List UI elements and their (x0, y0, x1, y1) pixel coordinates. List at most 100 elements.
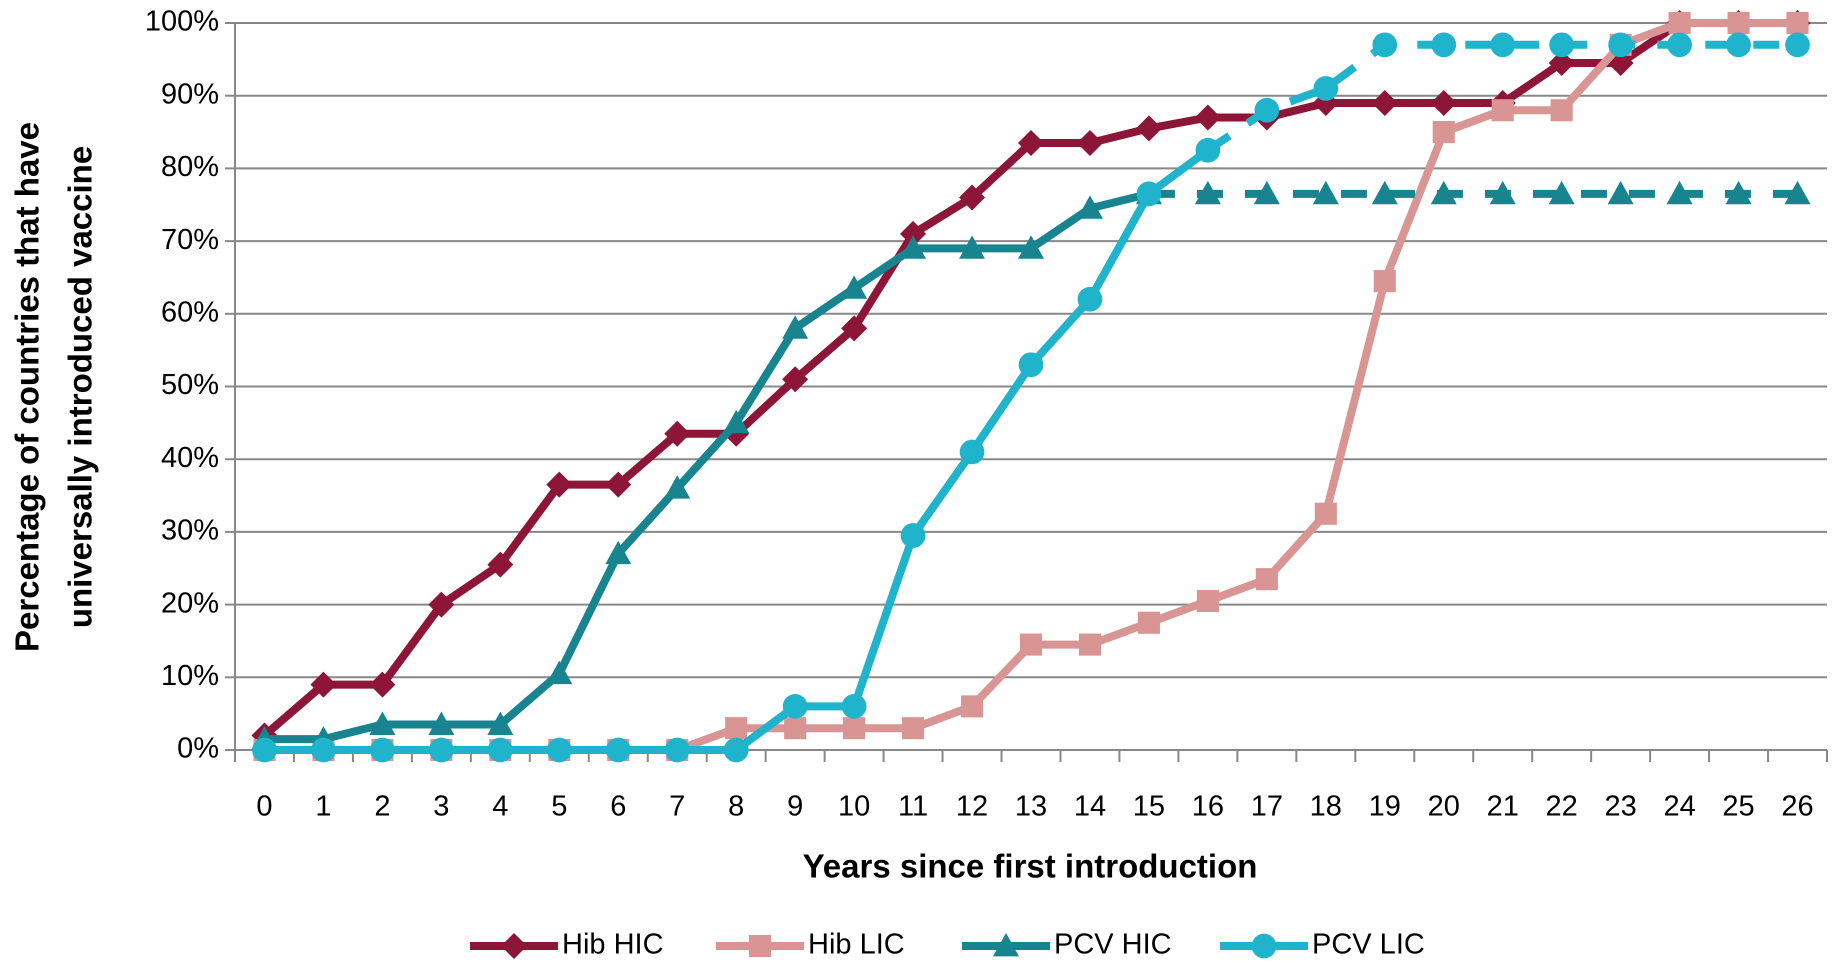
marker (1727, 11, 1750, 35)
marker (784, 717, 807, 740)
marker (1018, 235, 1044, 259)
marker (1254, 97, 1280, 123)
x-tick-label: 1 (315, 791, 331, 823)
marker (843, 717, 866, 740)
marker (1608, 32, 1633, 58)
x-tick-label: 9 (787, 791, 803, 823)
marker (1076, 129, 1103, 156)
x-tick-label: 5 (551, 791, 567, 823)
y-tick-label: 100% (145, 6, 219, 38)
marker (902, 717, 925, 740)
marker (1255, 568, 1278, 591)
legend-label: Hib HIC (562, 929, 664, 961)
marker (252, 737, 277, 763)
x-axis-title: Years since first introduction (803, 848, 1258, 885)
marker (1371, 180, 1398, 205)
x-tick-label: 13 (1015, 791, 1047, 823)
marker (428, 591, 455, 618)
marker (1018, 129, 1044, 156)
x-tick-label: 22 (1546, 791, 1578, 823)
y-tick-label: 0% (177, 733, 219, 765)
marker (1784, 180, 1811, 205)
marker (959, 184, 986, 211)
y-tick-label: 10% (161, 660, 219, 692)
x-tick-label: 0 (256, 791, 272, 823)
series-line (261, 19, 1798, 739)
marker (900, 235, 927, 259)
marker (605, 540, 632, 565)
marker (960, 695, 984, 718)
marker (723, 737, 749, 763)
marker (782, 366, 809, 393)
x-tick-label: 12 (956, 791, 988, 823)
marker (723, 409, 750, 434)
marker (959, 439, 985, 465)
marker (369, 711, 396, 735)
y-tick-label: 80% (161, 151, 219, 183)
y-tick-label: 20% (161, 587, 219, 619)
marker (1489, 180, 1516, 205)
marker (1668, 11, 1691, 35)
x-tick-label: 7 (669, 791, 685, 823)
marker (841, 694, 867, 719)
marker (1077, 286, 1103, 312)
marker (546, 660, 573, 685)
marker (1786, 11, 1809, 35)
marker (311, 737, 336, 763)
x-tick-label: 24 (1663, 791, 1695, 823)
marker (605, 737, 631, 763)
marker (310, 671, 337, 698)
y-axis-title: Percentage of countries that have (9, 122, 46, 652)
marker (1372, 32, 1398, 58)
y-tick-label: 40% (161, 442, 219, 474)
marker (782, 694, 808, 719)
marker (1195, 137, 1221, 163)
x-tick-label: 2 (374, 791, 390, 823)
marker (546, 737, 572, 763)
marker (487, 551, 514, 578)
x-tick-label: 15 (1133, 791, 1165, 823)
x-tick-label: 18 (1310, 791, 1342, 823)
series-line (264, 189, 1150, 744)
y-axis-title: universally introduced vaccine (62, 146, 99, 628)
marker (1725, 180, 1752, 205)
marker (1194, 180, 1221, 205)
marker (428, 711, 455, 735)
marker (1135, 115, 1162, 142)
x-tick-label: 3 (433, 791, 449, 823)
x-tick-label: 19 (1369, 791, 1401, 823)
marker (664, 475, 691, 499)
marker (1253, 180, 1280, 205)
marker (1550, 99, 1573, 122)
marker (841, 315, 868, 342)
marker (1312, 180, 1339, 205)
marker (1194, 104, 1221, 131)
marker (664, 420, 691, 447)
y-tick-label: 70% (161, 224, 219, 256)
marker (487, 711, 514, 735)
x-tick-label: 21 (1487, 791, 1519, 823)
marker (1078, 633, 1102, 656)
marker (1490, 32, 1516, 58)
marker (487, 737, 513, 763)
x-tick-label: 8 (728, 791, 744, 823)
marker (1548, 180, 1575, 205)
marker (1432, 121, 1455, 144)
marker (782, 315, 809, 339)
marker (900, 523, 926, 548)
y-tick-label: 60% (161, 296, 219, 328)
x-tick-label: 20 (1428, 791, 1460, 823)
marker (1549, 32, 1575, 58)
marker (429, 737, 454, 763)
x-tick-label: 11 (898, 791, 928, 823)
marker (841, 275, 868, 299)
x-tick-label: 17 (1251, 791, 1283, 823)
marker (664, 737, 690, 763)
marker (1313, 76, 1339, 101)
marker (1019, 633, 1043, 656)
x-tick-label: 25 (1722, 791, 1754, 823)
marker (1667, 32, 1692, 58)
marker (1607, 180, 1634, 205)
y-tick-label: 30% (161, 515, 219, 547)
marker (1431, 32, 1457, 58)
